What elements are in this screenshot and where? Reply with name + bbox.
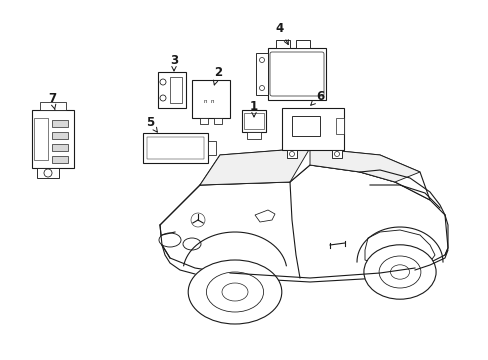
Text: 3: 3 [170,54,178,71]
Text: 5: 5 [145,116,157,132]
Text: 7: 7 [48,91,56,110]
Text: 1: 1 [249,99,258,117]
FancyBboxPatch shape [286,150,296,158]
FancyBboxPatch shape [331,150,341,158]
FancyBboxPatch shape [282,108,343,150]
Text: 4: 4 [275,22,288,45]
Circle shape [334,152,339,157]
Polygon shape [200,148,309,185]
FancyBboxPatch shape [192,80,229,118]
Ellipse shape [390,265,408,279]
FancyBboxPatch shape [267,48,325,100]
Ellipse shape [363,245,435,299]
FancyBboxPatch shape [244,113,264,129]
FancyBboxPatch shape [52,120,68,127]
FancyBboxPatch shape [295,40,309,48]
Polygon shape [364,230,434,265]
Polygon shape [254,210,274,222]
FancyBboxPatch shape [291,116,319,136]
Ellipse shape [378,256,420,288]
FancyBboxPatch shape [335,118,343,134]
Ellipse shape [222,283,247,301]
FancyBboxPatch shape [269,52,324,96]
FancyBboxPatch shape [158,72,185,108]
Circle shape [259,58,264,63]
Text: n  n: n n [203,99,214,104]
FancyBboxPatch shape [200,118,207,124]
FancyBboxPatch shape [170,77,182,103]
Text: 6: 6 [310,90,324,105]
Ellipse shape [206,272,263,312]
FancyBboxPatch shape [246,132,261,139]
FancyBboxPatch shape [37,168,59,178]
FancyBboxPatch shape [214,118,222,124]
FancyBboxPatch shape [207,141,216,155]
FancyBboxPatch shape [256,53,267,95]
FancyBboxPatch shape [52,156,68,163]
FancyBboxPatch shape [275,40,289,48]
Ellipse shape [183,238,201,250]
FancyBboxPatch shape [52,144,68,151]
Ellipse shape [159,233,181,247]
Text: 2: 2 [213,66,222,85]
FancyBboxPatch shape [40,102,66,110]
FancyBboxPatch shape [34,118,48,160]
FancyBboxPatch shape [32,110,74,168]
FancyBboxPatch shape [52,132,68,139]
FancyBboxPatch shape [147,137,203,159]
FancyBboxPatch shape [142,133,207,163]
FancyBboxPatch shape [242,110,265,132]
Circle shape [44,169,52,177]
Circle shape [259,86,264,90]
Polygon shape [160,165,447,282]
Circle shape [289,152,294,157]
Polygon shape [200,148,429,200]
Circle shape [160,95,165,101]
Polygon shape [309,148,419,182]
Circle shape [160,79,165,85]
Ellipse shape [188,260,281,324]
